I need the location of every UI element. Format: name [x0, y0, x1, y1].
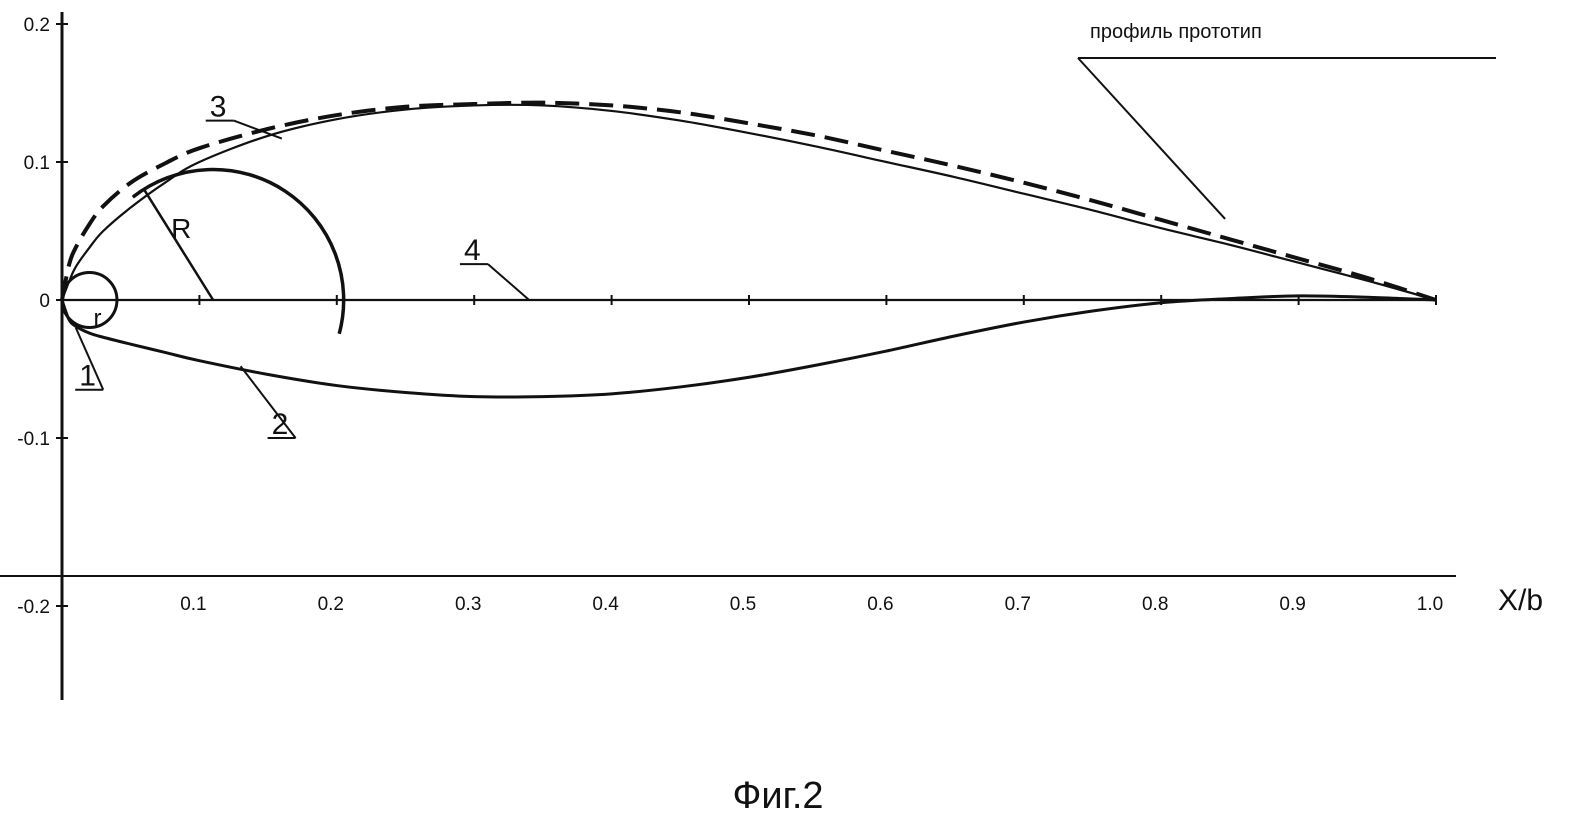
y-tick-label: 0.1 — [24, 153, 50, 174]
prototype-label: профиль прототип — [1090, 21, 1262, 43]
large-radius-line — [142, 188, 215, 301]
x-tick-label: 0.1 — [180, 594, 206, 615]
y-tick-label: 0.2 — [24, 15, 50, 36]
x-axis-label: X/b — [1498, 584, 1543, 617]
x-tick-label: 0.2 — [318, 594, 344, 615]
callout-1-leader — [74, 327, 105, 391]
callout-3-leader — [233, 119, 283, 140]
x-tick-label: 0.9 — [1279, 594, 1305, 615]
large-radius-arc — [131, 167, 346, 335]
y-tick-label: -0.2 — [17, 597, 50, 618]
construction-geometry: rR — [60, 167, 346, 335]
series-layer — [60, 100, 1437, 399]
x-tick-label: 0.4 — [592, 594, 619, 615]
callout-4-number: 4 — [464, 234, 481, 267]
callout-2-leader — [239, 365, 297, 439]
small-circle-radius-label: r — [93, 305, 101, 332]
x-tick-label: 0.3 — [455, 594, 481, 615]
x-tick-label: 1.0 — [1417, 594, 1443, 615]
axes — [0, 12, 1456, 700]
tick-labels: 0.1 0.2 0.3 0.4 0.5 0.6 0.7 0.8 0.9 1.0 0.2 0.1 0 -0.… — [17, 15, 1443, 618]
callout-layer: 1 2 3 4 профиль прототип — [74, 21, 1496, 441]
x-tick-label: 0.5 — [730, 594, 756, 615]
x-tick-label: 0.8 — [1142, 594, 1168, 615]
figure-caption: Фиг.2 — [732, 775, 823, 817]
x-tick-label: 0.7 — [1005, 594, 1031, 615]
y-tick-label: 0 — [39, 291, 50, 312]
tick-marks — [56, 23, 1437, 607]
prototype-upper-surface-line — [60, 100, 1437, 302]
lower-surface-line — [60, 294, 1437, 399]
prototype-leader — [1077, 57, 1226, 220]
callout-3-number: 3 — [210, 91, 227, 124]
y-tick-label: -0.1 — [17, 429, 50, 450]
x-tick-label: 0.6 — [867, 594, 893, 615]
callout-4-leader — [487, 263, 530, 301]
large-radius-label: R — [171, 213, 191, 244]
callout-1-number: 1 — [79, 360, 96, 393]
upper-surface-line — [60, 103, 1437, 302]
callout-2-number: 2 — [272, 408, 289, 441]
